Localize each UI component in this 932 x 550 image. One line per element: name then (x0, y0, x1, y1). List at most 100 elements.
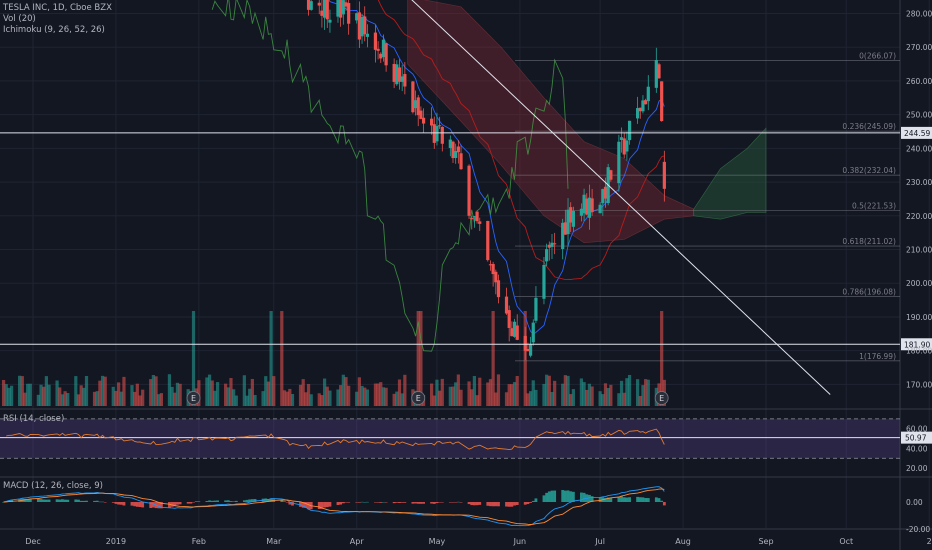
candle-154 (579, 203, 584, 222)
macd-hist-80 (301, 502, 305, 508)
candle-110 (413, 90, 418, 116)
macd-hist-33 (122, 502, 126, 506)
macd-hist-121 (454, 502, 458, 503)
candle-body-117 (438, 125, 442, 127)
volume-bar-12 (44, 376, 48, 406)
volume-bar-33 (122, 376, 126, 406)
volume-bar-152 (569, 394, 573, 406)
candle-body-154 (579, 208, 584, 216)
macd-hist-54 (205, 501, 209, 502)
volume-bar-165 (619, 380, 624, 406)
volume-bar-65 (245, 395, 249, 406)
volume-bar-79 (298, 384, 303, 406)
volume-bar-45 (170, 386, 174, 406)
macd-hist-28 (103, 502, 107, 503)
volume-bar-90 (339, 385, 343, 406)
earnings-badge-2 (654, 391, 669, 405)
volume-bar-137 (512, 382, 517, 406)
volume-bar-22 (82, 387, 86, 406)
candle-89 (336, 0, 340, 23)
macd-hist-147 (550, 490, 554, 502)
volume-bar-132 (494, 392, 498, 406)
volume-bar-28 (103, 376, 107, 406)
macd-hist-140 (526, 502, 530, 505)
candle-171 (641, 95, 645, 114)
candle-86 (322, 0, 327, 30)
macd-legend-label: MACD (12, 26, close, 9) (3, 481, 103, 491)
volume-bar-17 (63, 391, 67, 406)
volume-bar-150 (563, 375, 567, 406)
candle-body-164 (617, 141, 621, 184)
volume-bar-40 (151, 374, 155, 406)
volume-bar-163 (609, 384, 613, 406)
candle-94 (355, 12, 359, 24)
macd-hist-123 (459, 502, 463, 503)
macd-hist-161 (604, 498, 607, 502)
candle-120 (451, 140, 455, 164)
volume-bar-128 (478, 377, 482, 406)
volume-bar-7 (26, 383, 30, 406)
macd-hist-173 (646, 498, 650, 502)
candle-body-102 (381, 39, 386, 57)
macd-hist-143 (534, 498, 538, 502)
macd-hist-14 (55, 499, 59, 502)
volume-bar-126 (472, 376, 477, 406)
macd-hist-152 (569, 491, 573, 502)
candle-93 (347, 0, 351, 35)
volume-bar-98 (365, 389, 369, 406)
fib-label-4: 0.618(211.02) (842, 237, 896, 246)
candle-body-114 (430, 118, 434, 126)
volume-bar-69 (261, 391, 265, 406)
cloud-bearish (407, 0, 695, 244)
macd-hist-141 (529, 502, 532, 503)
candle-body-144 (542, 264, 546, 299)
macd-hist-27 (101, 501, 104, 503)
candle-148 (553, 232, 557, 255)
volume-bar-70 (264, 376, 268, 406)
candle-body-160 (601, 189, 605, 204)
candle-116 (435, 112, 439, 146)
price-tick-2: 260.00 (906, 77, 932, 86)
macd-hist-172 (644, 498, 648, 502)
candle-122 (456, 140, 460, 164)
macd-hist-34 (130, 502, 134, 506)
price-tick-10: 180.00 (906, 347, 932, 356)
price-tick-7: 210.00 (906, 246, 932, 255)
macd-hist-77 (288, 502, 292, 505)
volume-bar-112 (419, 311, 423, 406)
macd-hist-87 (325, 502, 329, 508)
macd-hist-23 (85, 500, 88, 502)
macd-hist-32 (119, 502, 123, 505)
volume-bar-116 (435, 379, 439, 406)
macd-signal-line (3, 488, 665, 525)
macd-hist-38 (141, 502, 145, 508)
macd-hist-133 (497, 502, 500, 507)
candle-body-125 (470, 218, 474, 220)
earnings-badge-1 (411, 391, 426, 405)
volume-bar-133 (496, 374, 501, 406)
candle-body-169 (635, 108, 640, 119)
candle-body-135 (507, 310, 511, 328)
fibonacci-levels: 0(266.07) 0.236(245.09) 0.382(232.04) 0.5(2… (515, 51, 900, 362)
macd-hist-25 (95, 500, 99, 502)
volume-bar-0 (1, 380, 6, 406)
fib-label-6: 1(176.99) (859, 352, 896, 361)
candle-body-177 (662, 161, 666, 189)
candle-body-122 (456, 146, 460, 153)
candle-97 (363, 6, 367, 42)
candle-143 (534, 286, 538, 324)
candle-167 (625, 131, 629, 161)
volume-bar-105 (395, 391, 399, 406)
volume-bar-85 (320, 395, 324, 406)
candle-158 (590, 188, 594, 216)
macd-hist-129 (486, 502, 490, 506)
candle-body-159 (598, 204, 602, 214)
macd-hist-122 (456, 501, 460, 503)
candle-90 (339, 0, 343, 27)
volume-bar-117 (438, 390, 442, 406)
volume-bar-59 (224, 383, 228, 406)
macd-hist-119 (448, 502, 452, 503)
candle-body-110 (413, 100, 418, 109)
candle-body-129 (486, 220, 490, 261)
